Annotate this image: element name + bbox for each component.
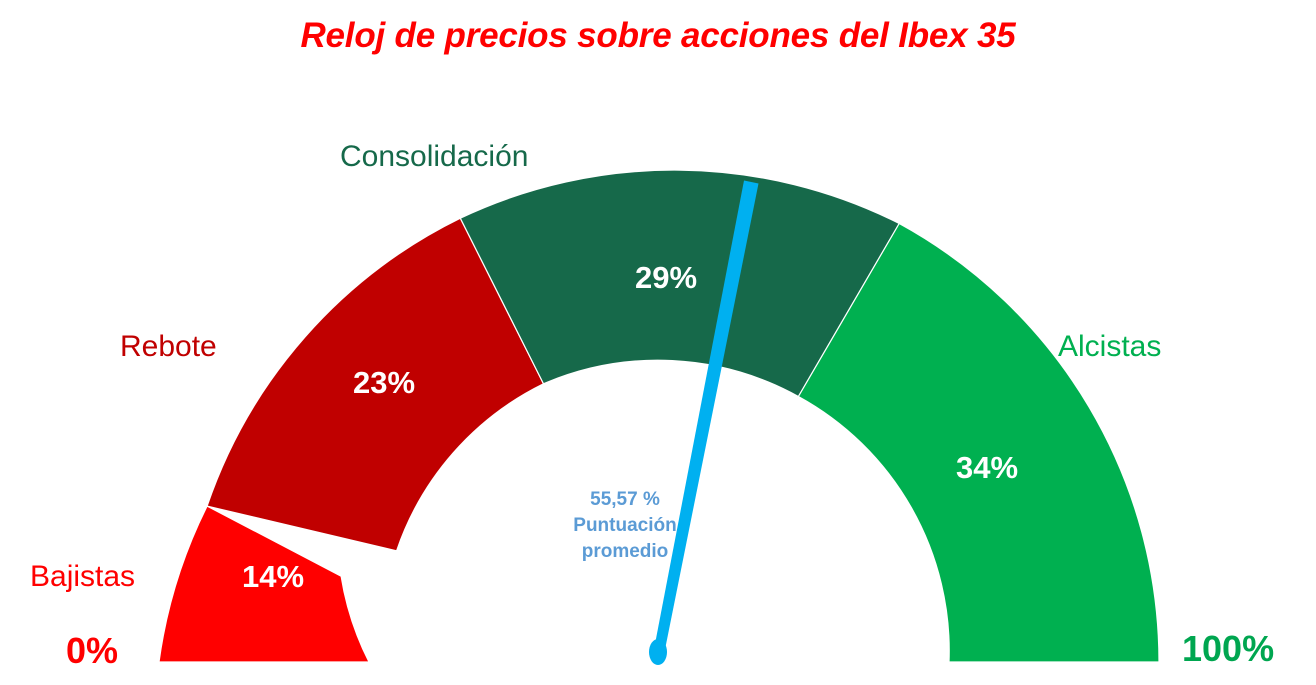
segment-value-alcistas: 34% (956, 450, 1018, 485)
segment-value-consolidacion: 29% (635, 260, 697, 295)
needle-readout: 55,57 % Puntuación promedio (545, 487, 705, 565)
axis-min-label: 0% (66, 630, 119, 671)
segment-value-rebote: 23% (353, 365, 415, 400)
category-label-consolidacion: Consolidación (340, 140, 529, 173)
gauge-segment-consolidacion[interactable] (459, 169, 901, 398)
category-label-bajistas: Bajistas (30, 560, 136, 593)
needle-readout-value: 55,57 % (590, 489, 660, 510)
category-label-rebote: Rebote (120, 330, 217, 363)
needle-readout-line2: promedio (581, 541, 669, 562)
gauge-segment-alcistas[interactable] (797, 222, 1160, 663)
needle-readout-line1: Puntuación (573, 515, 677, 536)
gauge-needle[interactable] (649, 180, 759, 666)
needle-pointer-icon (652, 180, 759, 657)
axis-max-label: 100% (1182, 628, 1275, 669)
page-title: Reloj de precios sobre acciones del Ibex… (300, 16, 1016, 55)
segment-value-bajistas: 14% (242, 559, 304, 594)
needle-pivot (649, 639, 667, 665)
category-label-alcistas: Alcistas (1058, 330, 1162, 363)
gauge-segment-rebote[interactable] (206, 217, 545, 552)
